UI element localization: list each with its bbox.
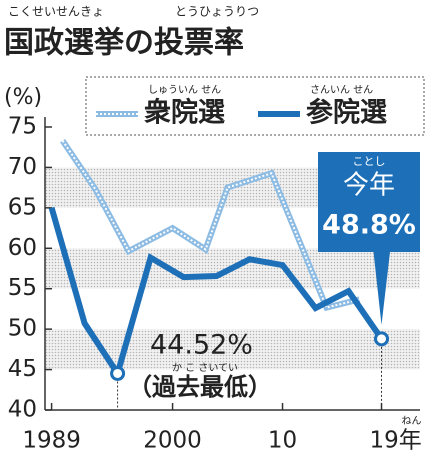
x-tick-ruby: ねん [402, 415, 422, 427]
callout-ruby: ことし [353, 155, 386, 168]
point-marker [374, 331, 390, 347]
series-line [48, 206, 384, 381]
point-marker [110, 365, 126, 381]
callout-heading: 今年 [343, 171, 395, 201]
y-tick-label: 70 [8, 154, 37, 180]
y-tick-label: 60 [8, 235, 37, 261]
y-tick-label: 45 [8, 356, 37, 382]
y-tick-label: 40 [8, 397, 37, 423]
callout-box [318, 152, 420, 325]
annotation-value: 44.52% [150, 330, 253, 361]
x-tick-label: 2000 [143, 428, 202, 454]
annotation-note: （過去最低） [128, 373, 272, 401]
legend-box [85, 76, 425, 136]
y-tick-label: 75 [8, 114, 37, 140]
legend-ruby: さんいん せん [310, 84, 373, 96]
legend-label: 参院選 [306, 97, 387, 129]
x-tick-label: 19年 [370, 428, 422, 454]
title-ruby: こくせいせんきょ [8, 5, 104, 19]
y-tick-label: 65 [8, 194, 37, 220]
legend-ruby: しゅういん せん [148, 84, 221, 96]
line-texture [61, 140, 360, 309]
callout-value: 48.8% [322, 210, 416, 241]
y-tick-label: 50 [8, 316, 37, 342]
y-unit: (%) [4, 85, 42, 110]
annotation-ruby: か こ さいてい [172, 362, 238, 374]
x-tick-label: 10 [268, 428, 297, 454]
legend-label: 衆院選 [144, 97, 225, 129]
y-tick-label: 55 [8, 275, 37, 301]
title-ruby: とうひょうりつ [175, 5, 259, 19]
x-tick-label: 1989 [22, 428, 81, 454]
chart-title: 国政選挙の投票率 [4, 26, 244, 61]
